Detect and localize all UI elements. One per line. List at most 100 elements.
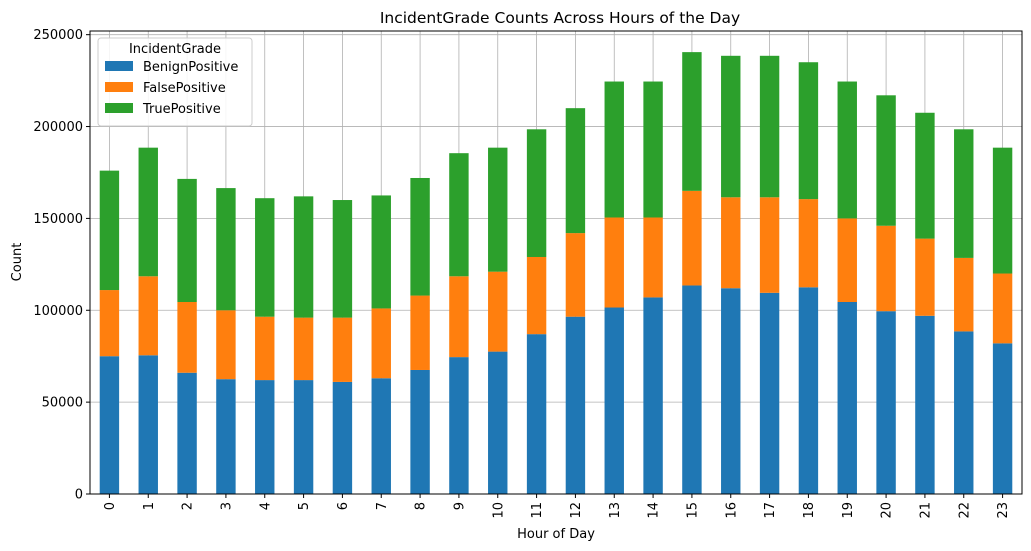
plot-frame (89, 30, 1023, 495)
x-tick-label: 16 (724, 502, 739, 519)
bar-truepositive-21 (915, 112, 935, 239)
bar-falsepositive-16 (721, 197, 741, 289)
bar-falsepositive-22 (954, 257, 974, 332)
bar-benignpositive-11 (526, 334, 547, 494)
bar-falsepositive-8 (410, 295, 430, 370)
bar-falsepositive-18 (798, 199, 819, 288)
bar-truepositive-14 (643, 81, 663, 218)
x-tick-label: 23 (996, 502, 1011, 519)
bar-benignpositive-4 (255, 380, 275, 494)
legend-swatch-benignpositive (105, 61, 133, 71)
bar-falsepositive-4 (255, 316, 275, 381)
bar-falsepositive-0 (99, 290, 120, 357)
x-tick-label: 19 (841, 502, 856, 519)
legend-label-truepositive: TruePositive (142, 102, 221, 117)
legend-label-benignpositive: BenignPositive (143, 60, 238, 75)
bar-falsepositive-23 (992, 273, 1013, 344)
bar-benignpositive-19 (837, 302, 857, 494)
bar-falsepositive-9 (449, 276, 469, 358)
bar-benignpositive-3 (216, 379, 236, 494)
bar-benignpositive-23 (992, 343, 1013, 494)
bar-falsepositive-19 (837, 218, 857, 303)
x-tick-label: 10 (491, 502, 506, 519)
bar-falsepositive-7 (371, 308, 391, 379)
y-tick-label: 0 (75, 488, 83, 503)
bar-benignpositive-12 (565, 316, 586, 494)
bar-truepositive-17 (759, 55, 780, 198)
bar-falsepositive-10 (488, 271, 508, 352)
x-tick-label: 12 (569, 502, 584, 519)
bar-falsepositive-13 (604, 217, 624, 308)
x-tick-label: 4 (258, 502, 273, 510)
y-tick-label: 100000 (33, 304, 83, 319)
bar-benignpositive-9 (449, 357, 469, 494)
bar-truepositive-18 (798, 62, 819, 200)
chart-title: IncidentGrade Counts Across Hours of the… (380, 9, 740, 27)
bar-benignpositive-21 (915, 315, 935, 494)
bar-truepositive-9 (449, 153, 469, 277)
x-tick-label: 1 (142, 502, 157, 510)
y-tick-label: 200000 (33, 120, 83, 135)
bar-benignpositive-6 (332, 381, 353, 494)
bar-benignpositive-5 (293, 380, 314, 494)
x-tick-label: 22 (957, 502, 972, 519)
x-tick-label: 20 (880, 502, 895, 519)
bar-truepositive-8 (410, 177, 430, 296)
y-axis-title: Count (10, 243, 25, 282)
bar-truepositive-1 (138, 147, 158, 277)
x-tick-label: 11 (530, 502, 545, 519)
bar-truepositive-11 (526, 129, 547, 257)
bar-falsepositive-17 (759, 197, 780, 293)
bar-falsepositive-2 (177, 302, 197, 373)
bar-benignpositive-22 (954, 331, 974, 494)
bar-benignpositive-13 (604, 307, 624, 494)
legend-swatch-truepositive (105, 103, 133, 113)
bar-falsepositive-6 (332, 317, 353, 382)
bar-truepositive-5 (293, 196, 314, 318)
x-tick-label: 2 (181, 502, 196, 510)
y-tick-label: 150000 (33, 212, 83, 227)
bar-falsepositive-12 (565, 233, 586, 317)
bar-truepositive-0 (99, 170, 120, 291)
legend: IncidentGrade BenignPositive FalsePositiv… (97, 37, 253, 127)
bar-benignpositive-7 (371, 378, 391, 494)
x-tick-label: 13 (608, 502, 623, 519)
bar-truepositive-2 (177, 178, 197, 303)
bar-falsepositive-14 (643, 217, 663, 298)
x-tick-label: 18 (802, 502, 817, 519)
bar-truepositive-3 (216, 188, 236, 311)
bar-falsepositive-1 (138, 276, 158, 356)
bar-falsepositive-15 (682, 190, 702, 286)
x-tick-label: 0 (103, 502, 118, 510)
x-tick-label: 3 (219, 502, 234, 510)
bar-truepositive-4 (255, 198, 275, 317)
bar-truepositive-6 (332, 200, 353, 318)
bar-falsepositive-5 (293, 317, 314, 381)
x-tick-label: 21 (918, 502, 933, 519)
bar-truepositive-7 (371, 195, 391, 309)
bar-truepositive-15 (682, 52, 702, 191)
bar-truepositive-22 (954, 129, 974, 258)
x-tick-label: 9 (452, 502, 467, 510)
x-tick-label: 15 (685, 502, 700, 519)
bar-falsepositive-20 (876, 225, 896, 312)
legend-label-falsepositive: FalsePositive (143, 81, 226, 96)
bar-benignpositive-10 (488, 351, 508, 494)
bar-falsepositive-3 (216, 310, 236, 380)
bar-truepositive-16 (721, 55, 741, 198)
bar-benignpositive-18 (798, 287, 819, 494)
bar-benignpositive-2 (177, 372, 197, 494)
bar-truepositive-10 (488, 147, 508, 272)
legend-title: IncidentGrade (129, 42, 221, 57)
bar-benignpositive-17 (759, 292, 780, 494)
bar-truepositive-23 (992, 147, 1013, 274)
bar-benignpositive-0 (99, 356, 120, 494)
bar-falsepositive-11 (526, 256, 547, 335)
bar-truepositive-20 (876, 95, 896, 226)
bar-benignpositive-20 (876, 311, 896, 494)
bar-benignpositive-14 (643, 297, 663, 494)
y-tick-label: 250000 (33, 28, 83, 43)
y-tick-label: 50000 (42, 396, 83, 411)
